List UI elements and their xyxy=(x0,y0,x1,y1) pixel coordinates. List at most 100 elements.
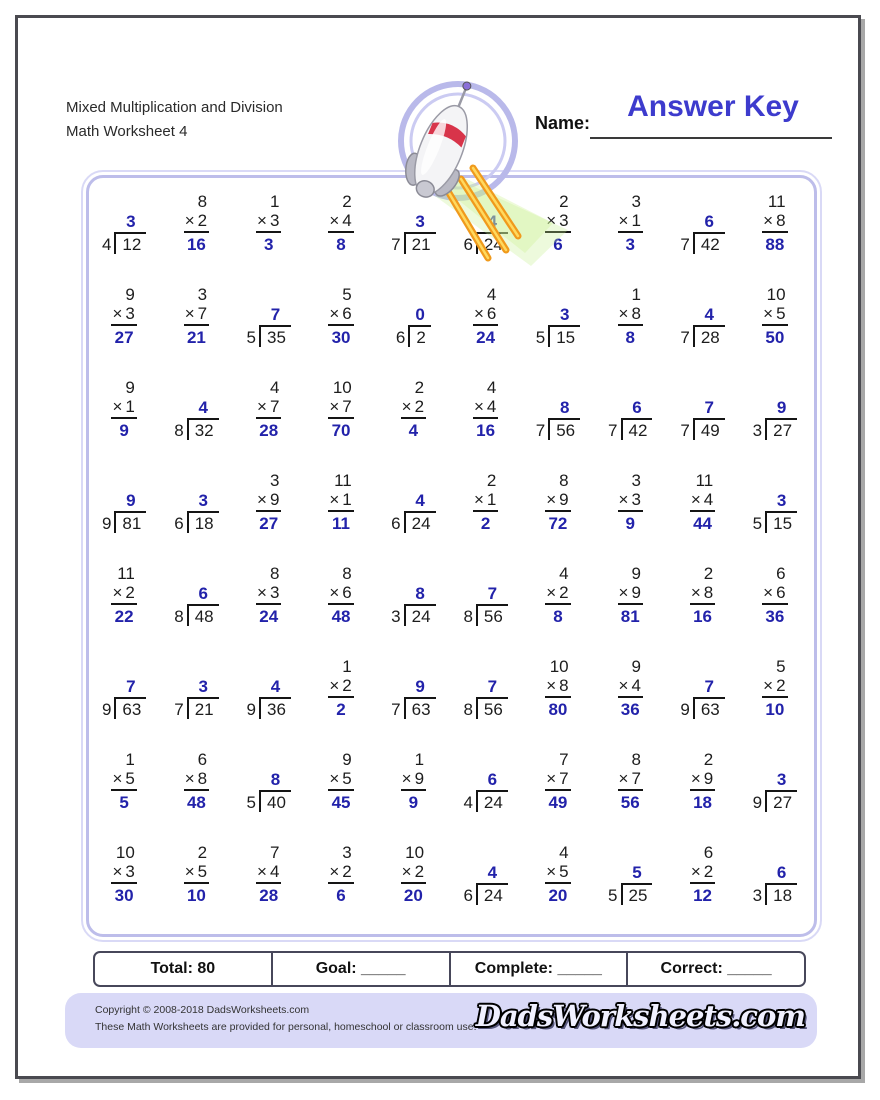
division-problem: 6 3 18 xyxy=(753,863,798,905)
problem-cell: 7 × 7 49 xyxy=(545,750,571,838)
multiplication-problem: 1 × 2 2 xyxy=(328,657,354,719)
problems-box-inner-border xyxy=(86,175,817,937)
division-problem: 9 7 63 xyxy=(391,677,436,719)
answer-value: 4 xyxy=(408,421,419,440)
multiplication-problem: 10 × 5 50 xyxy=(762,285,788,347)
answer-value: 36 xyxy=(765,607,785,626)
multiplication-problem: 2 × 8 16 xyxy=(689,564,716,626)
problem-cell: 8 × 9 72 xyxy=(545,471,571,559)
copyright-line1: Copyright © 2008-2018 DadsWorksheets.com xyxy=(95,1004,310,1016)
problem-cell: 11 × 4 44 xyxy=(689,471,716,559)
footer-band: Copyright © 2008-2018 DadsWorksheets.com… xyxy=(65,993,817,1048)
answer-value: 44 xyxy=(693,514,712,533)
answer-value: 20 xyxy=(548,886,568,905)
answer-value: 11 xyxy=(332,514,351,533)
answer-value: 30 xyxy=(114,886,134,905)
multiplication-problem: 8 × 7 56 xyxy=(617,750,643,812)
problem-cell: 5 × 2 10 xyxy=(762,657,788,745)
answer-value: 6 xyxy=(704,212,714,231)
answer-value: 8 xyxy=(270,770,281,789)
answer-value: 2 xyxy=(480,514,491,533)
multiplication-problem: 9 × 5 45 xyxy=(328,750,354,812)
summary-correct: Correct: _____ xyxy=(626,953,804,985)
problem-cell: 10 × 5 50 xyxy=(762,285,788,373)
multiplication-problem: 8 × 3 24 xyxy=(256,564,282,626)
answer-value: 6 xyxy=(776,863,787,882)
answer-value: 7 xyxy=(270,305,281,324)
division-problem: 3 4 12 xyxy=(102,212,147,254)
answer-value: 45 xyxy=(331,793,351,812)
answer-value: 4 xyxy=(415,491,425,510)
multiplication-problem: 1 × 9 9 xyxy=(400,750,427,812)
answer-value: 16 xyxy=(476,421,496,440)
problem-cell: 1 × 8 8 xyxy=(617,285,643,373)
multiplication-problem: 2 × 9 18 xyxy=(689,750,716,812)
multiplication-problem: 11 × 2 22 xyxy=(111,564,137,626)
problem-cell: 9 × 5 45 xyxy=(328,750,354,838)
problem-cell: 6 7 42 xyxy=(608,398,653,466)
problem-cell: 10 × 7 70 xyxy=(328,378,354,466)
answer-value: 7 xyxy=(487,584,498,603)
answer-value: 2 xyxy=(336,700,346,719)
multiplication-problem: 10 × 7 70 xyxy=(328,378,354,440)
multiplication-problem: 9 × 3 27 xyxy=(111,285,137,347)
multiplication-problem: 10 × 8 80 xyxy=(545,657,571,719)
answer-value: 9 xyxy=(625,514,635,533)
problem-cell: 2 × 3 6 xyxy=(545,192,571,280)
problem-cell: 8 × 3 24 xyxy=(256,564,282,652)
problem-cell: 3 7 21 xyxy=(174,677,219,745)
answer-value: 3 xyxy=(625,235,635,254)
answer-value: 18 xyxy=(693,793,712,812)
multiplication-problem: 2 × 4 8 xyxy=(328,192,354,254)
problem-cell: 4 9 36 xyxy=(247,677,291,745)
problem-cell: 10 × 3 30 xyxy=(111,843,137,931)
multiplication-problem: 3 × 7 21 xyxy=(183,285,210,347)
problem-cell: 3 × 3 9 xyxy=(617,471,643,559)
multiplication-problem: 6 × 8 48 xyxy=(183,750,210,812)
multiplication-problem: 8 × 9 72 xyxy=(545,471,571,533)
division-problem: 7 8 56 xyxy=(463,677,508,719)
problem-cell: 2 × 9 18 xyxy=(689,750,716,838)
problem-cell: 4 × 5 20 xyxy=(545,843,571,931)
problem-cell: 8 5 40 xyxy=(247,770,291,838)
division-problem: 3 9 27 xyxy=(753,770,798,812)
answer-value: 10 xyxy=(186,886,206,905)
summary-complete: Complete: _____ xyxy=(448,953,627,985)
answer-value: 8 xyxy=(553,607,563,626)
problem-cell: 3 × 9 27 xyxy=(256,471,282,559)
problem-cell: 10 × 8 80 xyxy=(545,657,571,745)
problem-cell: 9 9 81 xyxy=(102,491,147,559)
answer-value: 8 xyxy=(625,328,635,347)
division-problem: 8 3 24 xyxy=(391,584,436,626)
division-problem: 8 5 40 xyxy=(247,770,291,812)
division-problem: 7 8 56 xyxy=(463,584,508,626)
answer-value: 9 xyxy=(776,398,787,417)
answer-value: 0 xyxy=(415,305,425,324)
dadsworksheets-logo: DadsWorksheets.com xyxy=(475,999,806,1033)
answer-value: 9 xyxy=(119,421,129,440)
division-problem: 7 9 63 xyxy=(680,677,725,719)
division-problem: 3 6 18 xyxy=(174,491,219,533)
answer-value: 5 xyxy=(119,793,129,812)
summary-goal: Goal: _____ xyxy=(270,953,449,985)
multiplication-problem: 6 × 2 12 xyxy=(689,843,716,905)
problem-cell: 6 4 24 xyxy=(463,770,508,838)
multiplication-problem: 3 × 2 6 xyxy=(328,843,354,905)
answer-value: 8 xyxy=(415,584,425,603)
answer-value: 4 xyxy=(487,863,498,882)
multiplication-problem: 9 × 4 36 xyxy=(617,657,643,719)
problem-cell: 4 × 6 24 xyxy=(472,285,499,373)
answer-value: 9 xyxy=(415,677,425,696)
problem-cell: 2 × 8 16 xyxy=(689,564,716,652)
problem-cell: 9 × 1 9 xyxy=(111,378,137,466)
multiplication-problem: 6 × 6 36 xyxy=(762,564,788,626)
multiplication-problem: 8 × 6 48 xyxy=(328,564,354,626)
problem-cell: 4 8 32 xyxy=(174,398,219,466)
problem-cell: 3 7 21 xyxy=(391,212,436,280)
multiplication-problem: 10 × 3 30 xyxy=(111,843,137,905)
division-problem: 7 9 63 xyxy=(102,677,147,719)
division-problem: 8 7 56 xyxy=(536,398,581,440)
answer-value: 3 xyxy=(776,491,787,510)
